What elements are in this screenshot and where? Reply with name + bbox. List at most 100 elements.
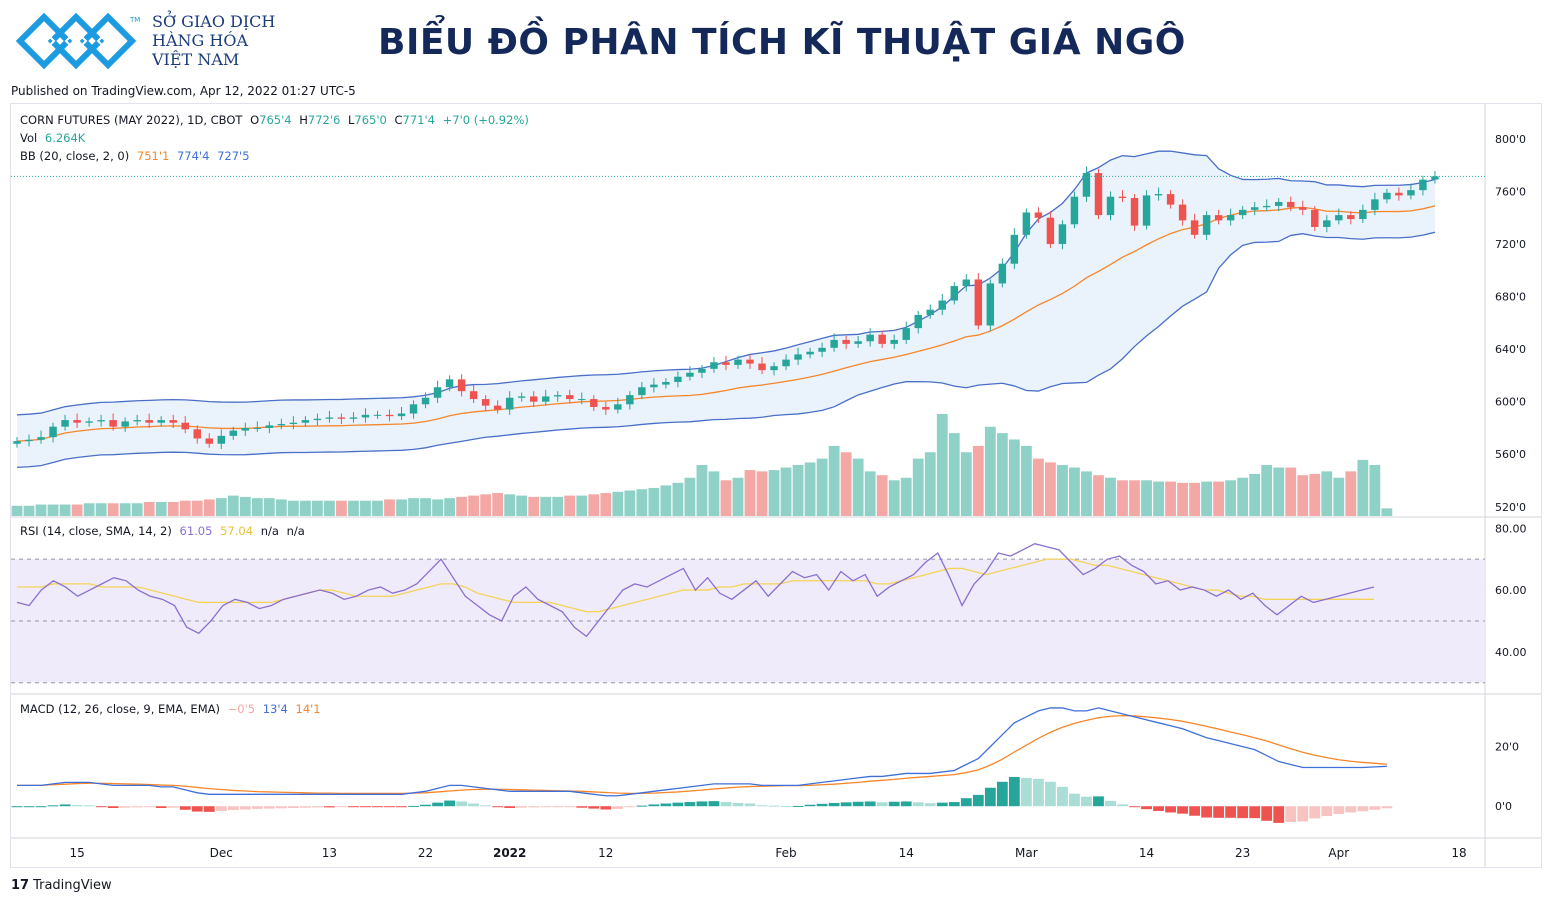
candle-body bbox=[1130, 198, 1139, 226]
volume-bar bbox=[588, 494, 600, 516]
macd-histogram-bar bbox=[1321, 806, 1333, 817]
volume-bar bbox=[1237, 477, 1249, 516]
candle-body bbox=[926, 309, 934, 315]
candle-body bbox=[974, 279, 983, 326]
candle-body bbox=[1082, 173, 1091, 197]
macd-histogram-bar bbox=[1177, 806, 1188, 814]
volume-bar bbox=[131, 503, 143, 516]
volume-bar bbox=[492, 493, 504, 516]
macd-label: MACD (12, 26, close, 9, EMA, EMA) bbox=[20, 702, 220, 716]
candle-body bbox=[301, 420, 310, 423]
macd-histogram-bar bbox=[480, 805, 492, 807]
candle-body bbox=[1022, 212, 1031, 235]
macd-histogram-bar bbox=[888, 801, 900, 807]
volume-label: Vol bbox=[20, 131, 38, 145]
macd-histogram-bar bbox=[324, 806, 335, 808]
volume-bar bbox=[360, 500, 371, 516]
macd-histogram-bar bbox=[1261, 806, 1273, 821]
volume-bar bbox=[816, 458, 828, 516]
time-axis-label: 15 bbox=[69, 846, 84, 860]
candle-body bbox=[13, 441, 21, 444]
volume-bar bbox=[1081, 471, 1092, 516]
macd-histogram-bar bbox=[299, 806, 311, 808]
volume-bar bbox=[852, 458, 864, 516]
macd-histogram-bar bbox=[456, 801, 468, 807]
volume-bar bbox=[1117, 480, 1128, 516]
macd-histogram-bar bbox=[1225, 806, 1237, 818]
open-label: O bbox=[250, 113, 260, 127]
candle-body bbox=[902, 328, 910, 340]
volume-bar bbox=[612, 491, 624, 516]
candle-body bbox=[674, 376, 682, 382]
chart-canvas[interactable]: 800'0 760'0 720'0 680'0 640'0 600'0 560'0 520'0… bbox=[11, 104, 1541, 867]
page-title: BIỂU ĐỒ PHÂN TÍCH KĨ THUẬT GIÁ NGÔ bbox=[378, 22, 1186, 63]
macd-histogram-bar bbox=[408, 805, 419, 807]
macd-histogram-bar bbox=[1117, 804, 1128, 807]
candle-body bbox=[986, 283, 995, 326]
logo-tm: TM bbox=[129, 16, 140, 24]
macd-histogram-bar bbox=[804, 804, 816, 807]
volume-bar bbox=[1285, 467, 1297, 516]
chart-container[interactable]: 800'0 760'0 720'0 680'0 640'0 600'0 560'0 520'0… bbox=[10, 103, 1542, 868]
volume-bar bbox=[840, 452, 852, 516]
volume-bar bbox=[191, 500, 203, 516]
macd-histogram-bar bbox=[1032, 778, 1044, 807]
macd-histogram-bar bbox=[1369, 806, 1381, 810]
macd-histogram-bar bbox=[636, 805, 648, 807]
volume-bar bbox=[275, 499, 287, 516]
volume-bar bbox=[708, 471, 720, 516]
volume-bar bbox=[179, 500, 191, 516]
candle-body bbox=[1287, 201, 1295, 208]
candle-body bbox=[1335, 215, 1343, 221]
candle-body bbox=[97, 420, 105, 422]
macd-histogram-bar bbox=[312, 806, 323, 808]
bb-legend: BB (20, close, 2, 0) 751'1 774'4 727'5 bbox=[20, 149, 254, 163]
volume-bar bbox=[47, 504, 59, 516]
volume-bar bbox=[540, 496, 552, 516]
macd-histogram-bar bbox=[215, 806, 227, 811]
candle-body bbox=[193, 429, 201, 439]
candle-body bbox=[1407, 190, 1415, 196]
time-axis-label: 18 bbox=[1451, 846, 1466, 860]
volume-bar bbox=[996, 433, 1008, 516]
macd-histogram-bar bbox=[1069, 793, 1080, 807]
volume-bar bbox=[696, 465, 708, 516]
macd-histogram-bar bbox=[996, 781, 1008, 807]
volume-bar bbox=[672, 482, 684, 516]
volume-bar bbox=[1297, 475, 1309, 516]
macd-histogram-bar bbox=[179, 806, 191, 810]
volume-bar bbox=[107, 503, 119, 516]
rsi-legend: RSI (14, close, SMA, 14, 2) 61.05 57.04 … bbox=[20, 524, 309, 538]
macd-histogram-bar bbox=[47, 805, 59, 807]
macd-histogram-bar bbox=[1237, 806, 1249, 819]
macd-histogram-bar bbox=[360, 806, 371, 808]
macd-histogram-bar bbox=[1057, 786, 1068, 807]
volume-bar bbox=[576, 495, 588, 516]
macd-histogram-bar bbox=[131, 806, 143, 808]
volume-bar bbox=[35, 504, 47, 516]
macd-histogram-bar bbox=[384, 806, 395, 808]
candle-body bbox=[650, 384, 658, 388]
candle-body bbox=[950, 286, 959, 301]
candle-body bbox=[241, 427, 250, 431]
rsi-na-1: n/a bbox=[260, 524, 279, 538]
candle-body bbox=[349, 417, 358, 419]
macd-histogram-bar bbox=[444, 800, 455, 807]
time-axis-label: 2022 bbox=[493, 846, 526, 860]
macd-histogram-bar bbox=[720, 802, 732, 807]
candle-body bbox=[457, 379, 466, 392]
volume-bar bbox=[408, 498, 419, 516]
candle-body bbox=[313, 418, 322, 421]
volume-bar bbox=[336, 500, 347, 516]
candle-body bbox=[337, 417, 346, 419]
header: TM SỞ GIAO DỊCH HÀNG HÓA VIỆT NAM BIỂU Đ… bbox=[0, 0, 1552, 80]
candle-body bbox=[1371, 199, 1379, 210]
low-value: 765'0 bbox=[354, 113, 387, 127]
macd-histogram-bar bbox=[828, 802, 840, 807]
price-axis-label: 600'0 bbox=[1495, 396, 1526, 409]
volume-bar bbox=[1129, 480, 1140, 516]
tradingview-logo-icon: 17 bbox=[11, 878, 30, 893]
logo-line-2: HÀNG HÓA bbox=[152, 31, 248, 50]
volume-bar bbox=[227, 495, 239, 516]
candle-body bbox=[1226, 215, 1235, 221]
